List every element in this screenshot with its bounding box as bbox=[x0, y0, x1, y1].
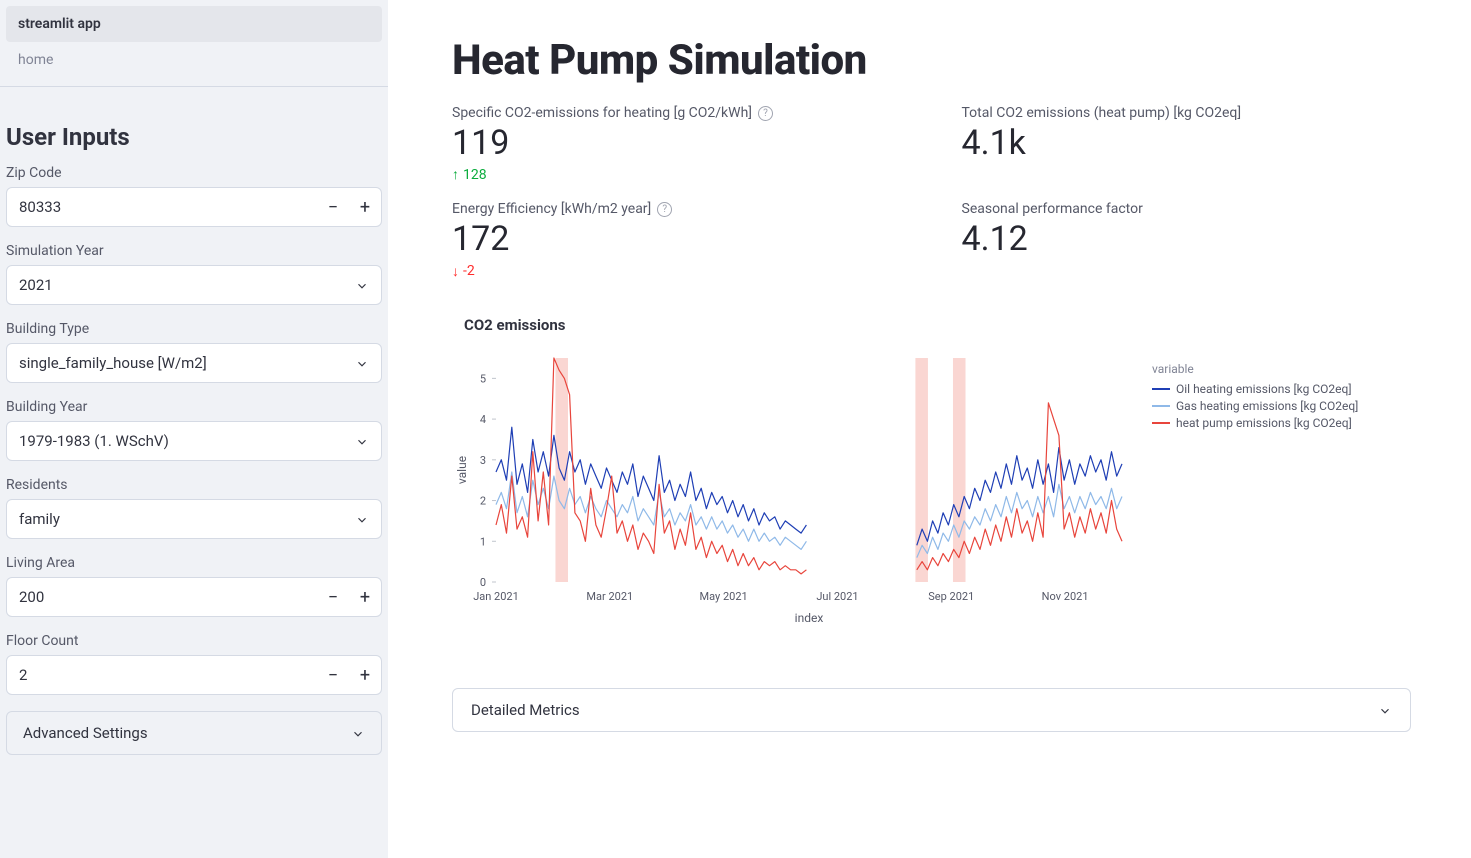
chevron-down-icon bbox=[351, 726, 365, 740]
chevron-down-icon bbox=[355, 434, 369, 448]
metric-delta: ↑ 128 bbox=[452, 166, 902, 183]
metrics-grid: Specific CO2-emissions for heating [g CO… bbox=[452, 105, 1411, 280]
co2-emissions-chart[interactable]: 0 1 2 3 4 5 value Jan 2021 Mar 2021 May 2021 Jul 2… bbox=[452, 348, 1132, 638]
floors-plus-button[interactable]: + bbox=[349, 656, 381, 694]
zip-label: Zip Code bbox=[6, 165, 382, 181]
zip-minus-button[interactable]: − bbox=[317, 188, 349, 226]
svg-text:2: 2 bbox=[480, 494, 486, 507]
floors-input-wrap: − + bbox=[6, 655, 382, 695]
svg-text:Mar 2021: Mar 2021 bbox=[586, 590, 633, 603]
svg-text:3: 3 bbox=[480, 454, 486, 467]
svg-text:Sep 2021: Sep 2021 bbox=[928, 590, 974, 603]
legend-swatch bbox=[1152, 388, 1170, 391]
metric-value: 4.1k bbox=[962, 125, 1412, 162]
area-minus-button[interactable]: − bbox=[317, 578, 349, 616]
btype-value: single_family_house [W/m2] bbox=[19, 354, 355, 372]
simyear-select[interactable]: 2021 bbox=[6, 265, 382, 305]
metric-label-text: Energy Efficiency [kWh/m2 year] bbox=[452, 201, 651, 217]
legend-item[interactable]: heat pump emissions [kg CO2eq] bbox=[1152, 416, 1358, 430]
chart-title: CO2 emissions bbox=[464, 316, 1411, 334]
chevron-down-icon bbox=[355, 356, 369, 370]
svg-text:0: 0 bbox=[480, 576, 486, 589]
area-label: Living Area bbox=[6, 555, 382, 571]
detailed-metrics-expander[interactable]: Detailed Metrics bbox=[452, 688, 1411, 732]
residents-label: Residents bbox=[6, 477, 382, 493]
detailed-metrics-label: Detailed Metrics bbox=[471, 701, 1378, 719]
metric-delta: ↓ -2 bbox=[452, 263, 902, 280]
area-input-wrap: − + bbox=[6, 577, 382, 617]
metric-label-text: Total CO2 emissions (heat pump) [kg CO2e… bbox=[962, 105, 1242, 121]
svg-text:5: 5 bbox=[480, 372, 486, 385]
legend-label: heat pump emissions [kg CO2eq] bbox=[1176, 416, 1352, 430]
btype-label: Building Type bbox=[6, 321, 382, 337]
metric-specific-co2: Specific CO2-emissions for heating [g CO… bbox=[452, 105, 902, 183]
chevron-down-icon bbox=[1378, 703, 1392, 717]
floors-minus-button[interactable]: − bbox=[317, 656, 349, 694]
legend-swatch bbox=[1152, 422, 1170, 425]
arrow-down-icon: ↓ bbox=[452, 263, 459, 280]
simyear-value: 2021 bbox=[19, 276, 355, 294]
residents-select[interactable]: family bbox=[6, 499, 382, 539]
svg-text:index: index bbox=[795, 611, 824, 625]
help-icon[interactable]: ? bbox=[657, 202, 672, 217]
chart-section: CO2 emissions 0 1 2 3 4 5 value Jan 2021 Mar 202… bbox=[452, 316, 1411, 638]
byear-value: 1979-1983 (1. WSchV) bbox=[19, 432, 355, 450]
sidebar-heading: User Inputs bbox=[6, 123, 382, 151]
metric-value: 119 bbox=[452, 125, 902, 162]
byear-label: Building Year bbox=[6, 399, 382, 415]
nav-list: streamlit app home bbox=[0, 0, 388, 87]
metric-efficiency: Energy Efficiency [kWh/m2 year] ? 172 ↓ … bbox=[452, 201, 902, 279]
zip-input[interactable] bbox=[7, 198, 317, 216]
svg-text:Jan 2021: Jan 2021 bbox=[473, 590, 519, 603]
svg-text:value: value bbox=[455, 456, 469, 484]
zip-input-wrap: − + bbox=[6, 187, 382, 227]
advanced-label: Advanced Settings bbox=[23, 724, 351, 742]
svg-text:Jul 2021: Jul 2021 bbox=[816, 590, 858, 603]
sidebar: streamlit app home User Inputs Zip Code … bbox=[0, 0, 388, 858]
svg-text:1: 1 bbox=[480, 535, 486, 548]
byear-select[interactable]: 1979-1983 (1. WSchV) bbox=[6, 421, 382, 461]
zip-plus-button[interactable]: + bbox=[349, 188, 381, 226]
help-icon[interactable]: ? bbox=[758, 106, 773, 121]
legend-label: Gas heating emissions [kg CO2eq] bbox=[1176, 399, 1358, 413]
svg-text:4: 4 bbox=[480, 413, 486, 426]
chart-legend: variable Oil heating emissions [kg CO2eq… bbox=[1152, 348, 1358, 638]
page-title: Heat Pump Simulation bbox=[452, 36, 1411, 85]
metric-spf: Seasonal performance factor 4.12 bbox=[962, 201, 1412, 279]
metric-value: 4.12 bbox=[962, 221, 1412, 258]
btype-select[interactable]: single_family_house [W/m2] bbox=[6, 343, 382, 383]
metric-value: 172 bbox=[452, 221, 902, 258]
legend-label: Oil heating emissions [kg CO2eq] bbox=[1176, 382, 1352, 396]
floors-label: Floor Count bbox=[6, 633, 382, 649]
main-content: Heat Pump Simulation Specific CO2-emissi… bbox=[388, 0, 1471, 858]
legend-item[interactable]: Oil heating emissions [kg CO2eq] bbox=[1152, 382, 1358, 396]
chevron-down-icon bbox=[355, 278, 369, 292]
metric-label-text: Specific CO2-emissions for heating [g CO… bbox=[452, 105, 752, 121]
metric-label-text: Seasonal performance factor bbox=[962, 201, 1143, 217]
advanced-expander[interactable]: Advanced Settings bbox=[6, 711, 382, 755]
svg-text:May 2021: May 2021 bbox=[700, 590, 748, 603]
nav-item-home[interactable]: home bbox=[6, 42, 382, 78]
svg-text:Nov 2021: Nov 2021 bbox=[1042, 590, 1089, 603]
area-input[interactable] bbox=[7, 588, 317, 606]
legend-item[interactable]: Gas heating emissions [kg CO2eq] bbox=[1152, 399, 1358, 413]
area-plus-button[interactable]: + bbox=[349, 578, 381, 616]
metric-total-co2: Total CO2 emissions (heat pump) [kg CO2e… bbox=[962, 105, 1412, 183]
arrow-up-icon: ↑ bbox=[452, 166, 459, 183]
simyear-label: Simulation Year bbox=[6, 243, 382, 259]
nav-item-app[interactable]: streamlit app bbox=[6, 6, 382, 42]
legend-title: variable bbox=[1152, 362, 1358, 376]
chevron-down-icon bbox=[355, 512, 369, 526]
floors-input[interactable] bbox=[7, 666, 317, 684]
residents-value: family bbox=[19, 510, 355, 528]
legend-swatch bbox=[1152, 405, 1170, 408]
